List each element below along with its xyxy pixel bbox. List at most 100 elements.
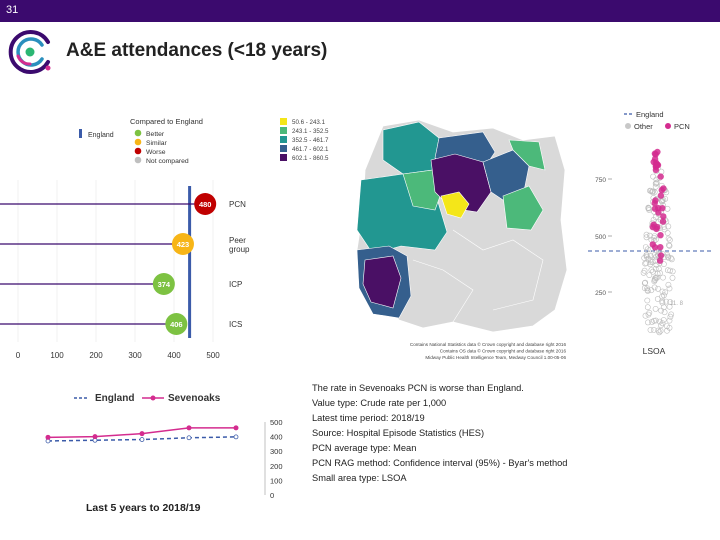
lsoa-other-dot bbox=[651, 189, 658, 195]
lsoa-other-dot bbox=[644, 288, 651, 294]
logo-icon bbox=[8, 30, 51, 74]
lsoa-other-dot bbox=[661, 261, 667, 267]
lsoa-other-dot bbox=[667, 267, 674, 274]
lsoa-other-dot bbox=[652, 317, 659, 324]
lsoa-other-dot bbox=[657, 327, 664, 334]
x-tick-label: 300 bbox=[128, 351, 142, 360]
lsoa-other-dot bbox=[666, 285, 673, 292]
lsoa-other-dot bbox=[651, 284, 658, 291]
info-line: The rate in Sevenoaks PCN is worse than … bbox=[312, 383, 524, 393]
trend-legend-sevenoaks: Sevenoaks bbox=[168, 393, 221, 404]
lsoa-other-dot bbox=[642, 279, 649, 286]
lsoa-other-dot bbox=[646, 272, 653, 278]
lsoa-pcn-dot bbox=[656, 257, 664, 264]
value-dot-1 bbox=[171, 233, 194, 255]
lsoa-legend-pcn-dot bbox=[665, 123, 671, 129]
lsoa-other-dot bbox=[659, 320, 666, 327]
map-legend-swatch-4 bbox=[280, 154, 287, 161]
legend-label-worse: Worse bbox=[146, 149, 166, 156]
lsoa-other-dot bbox=[665, 253, 671, 260]
info-line: PCN RAG method: Confidence interval (95%… bbox=[312, 458, 568, 468]
legend-label-similar: Similar bbox=[146, 140, 168, 147]
legend-swatch-better bbox=[134, 129, 142, 137]
header-bar: 31 bbox=[0, 0, 720, 22]
trend-england-point bbox=[186, 435, 192, 441]
lsoa-other-dot bbox=[660, 317, 667, 323]
lsoa-axis-label: LSOA bbox=[643, 346, 666, 356]
trend-line-chart: England Sevenoaks 500 400 300 200 100 0 bbox=[45, 393, 283, 500]
lsoa-other-dot bbox=[651, 317, 657, 324]
lsoa-other-dot bbox=[652, 183, 659, 190]
lsoa-pcn-dot bbox=[657, 173, 664, 180]
map-attribution: Contains National Statistics data © Crow… bbox=[410, 341, 567, 360]
lsoa-other-dot bbox=[664, 230, 671, 236]
comparison-legend: Compared to England England Better Simila… bbox=[79, 117, 203, 165]
trend-y-tick-label: 100 bbox=[270, 476, 283, 485]
legend-swatch-similar bbox=[134, 138, 142, 146]
x-tick-label: 500 bbox=[206, 351, 220, 360]
rag-dot-chart: 0 100 200 300 400 500 480 423 374 406 PCN Peer group… bbox=[0, 180, 250, 360]
lsoa-other-dot bbox=[664, 327, 670, 334]
lsoa-tick-label: 500 bbox=[595, 234, 606, 241]
lsoa-other-dot bbox=[654, 296, 661, 302]
lsoa-other-dot bbox=[667, 299, 674, 305]
lsoa-other-dot bbox=[656, 318, 663, 325]
lsoa-other-dot bbox=[648, 287, 655, 294]
trend-sevenoaks-point bbox=[139, 431, 145, 437]
legend-swatch-not-compared bbox=[134, 156, 142, 164]
trend-sevenoaks-point bbox=[92, 434, 98, 440]
map-legend-swatch-0 bbox=[280, 118, 287, 125]
info-line: PCN average type: Mean bbox=[312, 443, 417, 453]
lsoa-other-dot bbox=[644, 285, 651, 292]
lsoa-other-dot bbox=[661, 309, 668, 316]
lsoa-other-dot bbox=[653, 176, 660, 183]
lsoa-pcn-dot bbox=[649, 241, 656, 248]
lsoa-other-dot bbox=[644, 297, 651, 304]
trend-sevenoaks-point bbox=[233, 425, 239, 431]
comparison-legend-england: England bbox=[88, 132, 114, 139]
lsoa-other-dot bbox=[651, 278, 658, 285]
info-line: Value type: Crude rate per 1,000 bbox=[312, 398, 447, 408]
trend-england-point bbox=[139, 437, 145, 442]
lsoa-other-dot bbox=[653, 236, 659, 243]
legend-swatch-worse bbox=[134, 147, 142, 155]
lsoa-other-dot bbox=[666, 303, 673, 310]
lsoa-other-dot bbox=[646, 309, 653, 316]
lsoa-other-dot bbox=[648, 267, 655, 273]
lsoa-other-dot bbox=[651, 234, 657, 241]
map-region-purple-south bbox=[362, 255, 402, 309]
value-label-1: 423 bbox=[177, 240, 190, 249]
trend-chart-title: Last 5 years to 2018/19 bbox=[86, 502, 201, 514]
lsoa-pcn-dot bbox=[659, 205, 666, 212]
lsoa-other-dot bbox=[656, 329, 663, 336]
lsoa-other-dot bbox=[661, 226, 668, 233]
lsoa-pcn-dot bbox=[654, 161, 661, 168]
info-panel: The rate in Sevenoaks PCN is worse than … bbox=[312, 381, 567, 486]
lsoa-other-dot bbox=[661, 292, 667, 299]
lsoa-other-dot bbox=[641, 255, 648, 261]
info-line: Small area type: LSOA bbox=[312, 473, 407, 483]
trend-sevenoaks-point bbox=[186, 425, 192, 431]
lsoa-other-dot bbox=[662, 289, 669, 296]
lsoa-other-dot bbox=[642, 244, 649, 250]
lsoa-other-dot bbox=[650, 173, 656, 180]
lsoa-other-dot bbox=[658, 322, 664, 329]
trend-legend-england: England bbox=[95, 393, 134, 404]
lsoa-pcn-dot bbox=[657, 244, 664, 251]
trend-sevenoaks-point bbox=[45, 434, 51, 440]
trend-y-tick-label: 500 bbox=[270, 418, 283, 427]
comparison-legend-title: Compared to England bbox=[130, 117, 203, 126]
lsoa-other-dot bbox=[658, 307, 664, 314]
map-region-yellow bbox=[440, 191, 470, 219]
lsoa-other-dot bbox=[645, 319, 651, 326]
lsoa-legend-pcn: PCN bbox=[674, 122, 690, 131]
lsoa-other-dot bbox=[665, 223, 672, 230]
lsoa-other-dot bbox=[652, 180, 659, 187]
map-legend-label-1: 243.1 - 352.5 bbox=[292, 128, 329, 135]
lsoa-other-dot bbox=[666, 242, 673, 249]
lsoa-tick-label: 750 bbox=[595, 177, 606, 184]
trend-y-tick-label: 0 bbox=[270, 491, 274, 500]
lsoa-other-dot bbox=[668, 255, 674, 261]
lsoa-other-dot bbox=[653, 179, 660, 186]
lsoa-pcn-dot bbox=[660, 213, 667, 220]
